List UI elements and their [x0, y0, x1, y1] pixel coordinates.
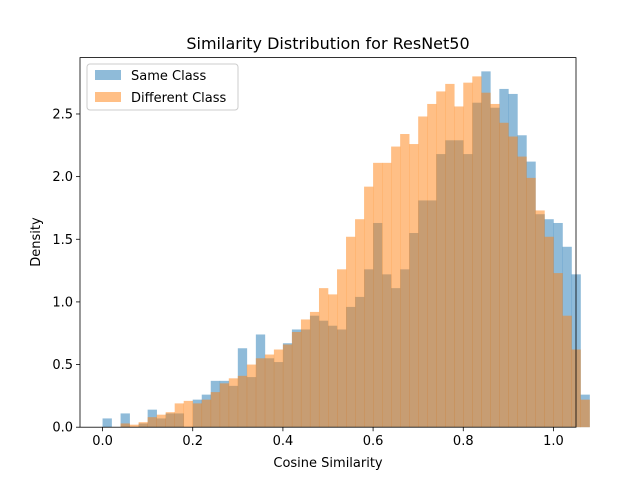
plot-bars — [102, 71, 590, 428]
histogram-bar — [255, 358, 266, 428]
x-tick-label: 0.2 — [182, 434, 203, 449]
x-tick-label: 0.6 — [363, 434, 384, 449]
histogram-bar — [183, 400, 194, 428]
histogram-bar — [391, 146, 401, 428]
histogram-bar — [463, 82, 473, 428]
histogram-bar — [454, 106, 464, 428]
histogram-bar — [544, 236, 554, 428]
histogram-bar — [580, 399, 590, 428]
legend: Same Class Different Class — [86, 63, 239, 111]
histogram-bar — [120, 413, 130, 428]
histogram-bar — [165, 412, 175, 428]
histogram-bar — [490, 103, 500, 428]
histogram-bar — [373, 162, 383, 428]
histogram-bar — [526, 177, 536, 428]
histogram-bar — [499, 122, 509, 428]
y-tick-label: 0.0 — [52, 421, 73, 436]
plot-frame — [79, 57, 577, 428]
histogram-bar — [445, 83, 455, 428]
histogram-bar — [300, 319, 311, 428]
histogram-bar — [228, 378, 239, 428]
histogram-bar — [102, 418, 112, 428]
histogram-bar — [174, 403, 185, 428]
legend-label-same-class: Same Class — [131, 69, 206, 84]
chart-title: Similarity Distribution for ResNet50 — [186, 34, 469, 53]
histogram-bar — [318, 288, 329, 428]
histogram-bar — [192, 403, 203, 428]
histogram-bar — [219, 383, 230, 428]
histogram-bar — [436, 91, 446, 428]
y-tick-label: 0.5 — [52, 358, 73, 373]
histogram-bar — [364, 186, 374, 428]
legend-swatch-same-class — [95, 70, 121, 80]
histogram-bar — [409, 144, 419, 428]
histogram-bar — [201, 399, 212, 428]
histogram-bar — [382, 162, 392, 428]
histogram-bar — [472, 76, 482, 428]
histogram-bar — [237, 375, 248, 428]
histogram-bar — [210, 392, 221, 428]
histogram-bar — [328, 294, 338, 428]
histogram-bar — [346, 236, 356, 428]
histogram-bar — [156, 414, 166, 428]
histogram-bar — [535, 210, 545, 428]
x-tick-label: 1.0 — [543, 434, 564, 449]
y-tick-label: 2.5 — [52, 107, 73, 122]
x-tick-label: 0.0 — [92, 434, 113, 449]
histogram-bar — [291, 331, 302, 428]
histogram-bar — [355, 219, 365, 428]
histogram-bar — [147, 417, 157, 428]
histogram-bar — [246, 364, 257, 428]
y-tick-label: 2.0 — [52, 170, 73, 185]
x-axis-ticks: 0.0 0.2 0.4 0.6 0.8 1.0 — [92, 427, 564, 449]
legend-box — [86, 63, 239, 111]
series-different-class — [120, 76, 590, 428]
x-tick-label: 0.8 — [453, 434, 474, 449]
x-axis-label: Cosine Similarity — [273, 456, 383, 471]
histogram-bar — [282, 344, 293, 428]
legend-label-different-class: Different Class — [131, 91, 227, 106]
histogram-bar — [273, 349, 284, 428]
histogram-bar — [129, 424, 139, 428]
histogram-bar — [418, 116, 428, 428]
x-tick-label: 0.4 — [273, 434, 294, 449]
histogram-bar — [120, 423, 130, 428]
histogram-bar — [481, 92, 491, 428]
histogram-bar — [427, 103, 437, 428]
histogram-bar — [138, 422, 148, 428]
y-axis-label: Density — [29, 217, 44, 267]
histogram-bar — [264, 354, 275, 428]
legend-swatch-different-class — [95, 92, 121, 102]
histogram-bar — [309, 311, 320, 428]
histogram-bar — [400, 134, 410, 428]
histogram-bar — [562, 315, 572, 428]
histogram-bar — [508, 136, 518, 428]
histogram-bar — [553, 273, 563, 428]
y-axis-ticks: 0.0 0.5 1.0 1.5 2.0 2.5 — [52, 107, 80, 436]
histogram-bar — [517, 156, 527, 428]
y-tick-label: 1.5 — [52, 233, 73, 248]
y-tick-label: 1.0 — [52, 295, 73, 310]
histogram-bar — [337, 269, 347, 428]
